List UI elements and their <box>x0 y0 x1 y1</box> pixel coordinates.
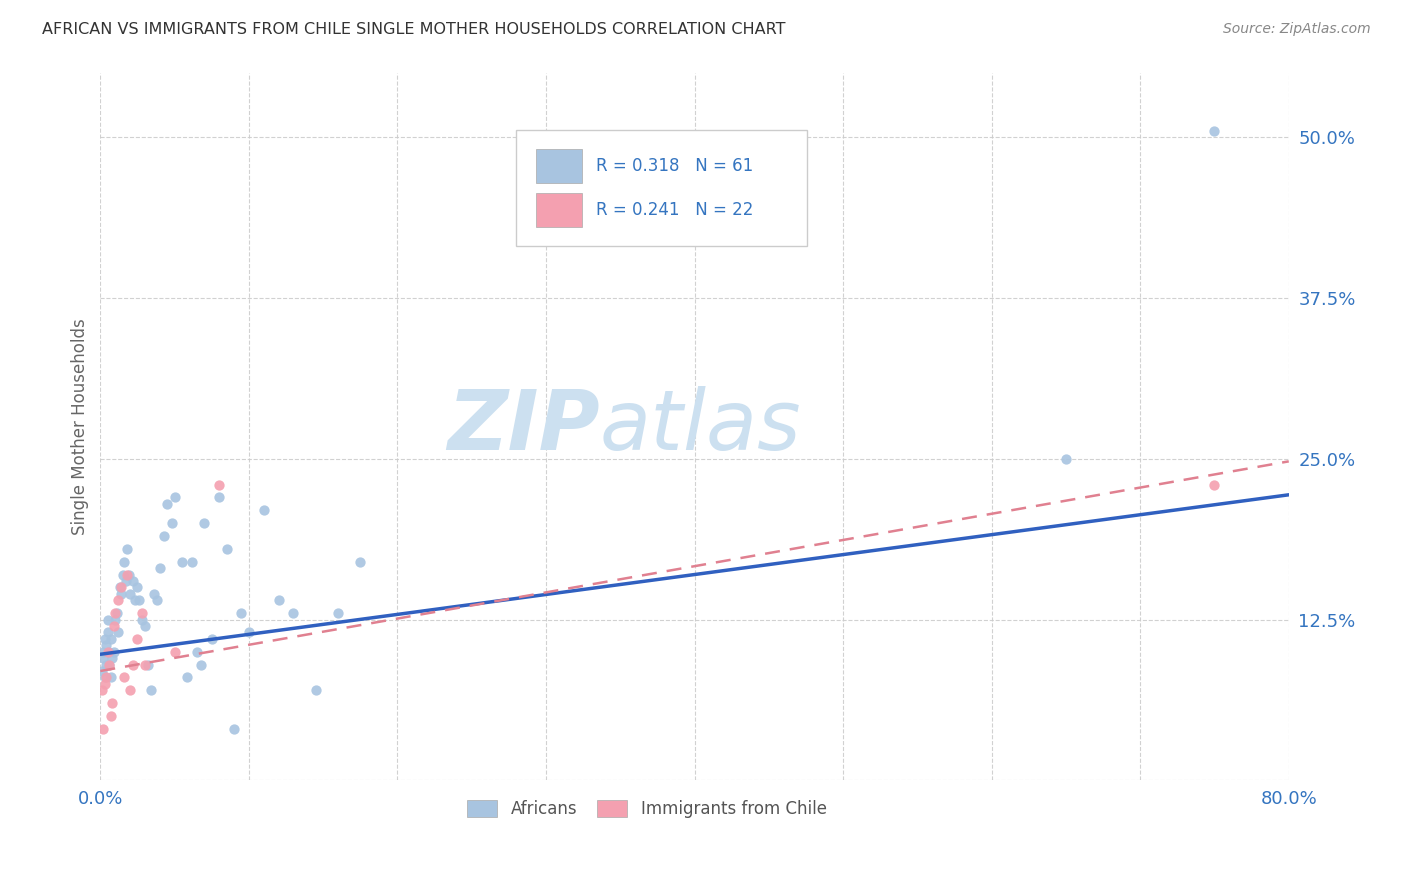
Point <box>1204 124 1226 138</box>
Point <box>176 670 198 684</box>
Point <box>115 567 138 582</box>
Point <box>107 593 129 607</box>
Point <box>181 555 204 569</box>
Point <box>100 670 122 684</box>
Point <box>100 709 122 723</box>
Point <box>122 574 145 588</box>
Point <box>134 657 156 672</box>
FancyBboxPatch shape <box>516 129 807 246</box>
Point <box>190 657 212 672</box>
Point <box>90 683 112 698</box>
Text: R = 0.318   N = 61: R = 0.318 N = 61 <box>596 157 754 175</box>
Point <box>90 664 112 678</box>
Point <box>112 670 135 684</box>
Point <box>98 657 121 672</box>
Point <box>94 670 117 684</box>
Point <box>103 619 125 633</box>
Point <box>127 632 149 646</box>
Point <box>142 587 165 601</box>
Point <box>305 683 328 698</box>
Point <box>111 567 134 582</box>
FancyBboxPatch shape <box>537 149 582 183</box>
Point <box>149 561 172 575</box>
Point <box>104 613 127 627</box>
Point <box>112 555 135 569</box>
Point <box>134 619 156 633</box>
Point <box>349 555 371 569</box>
Point <box>231 606 253 620</box>
Point <box>131 606 153 620</box>
Point <box>97 645 120 659</box>
Point <box>94 677 117 691</box>
Point <box>136 657 159 672</box>
Point <box>115 541 138 556</box>
Point <box>267 593 290 607</box>
Point <box>101 651 124 665</box>
Text: Source: ZipAtlas.com: Source: ZipAtlas.com <box>1223 22 1371 37</box>
Point <box>107 625 129 640</box>
Point <box>108 581 131 595</box>
Point <box>238 625 260 640</box>
Point <box>186 645 208 659</box>
Point <box>97 625 120 640</box>
Point <box>1204 477 1226 491</box>
Point <box>91 722 114 736</box>
Point <box>153 529 176 543</box>
Point <box>160 516 183 530</box>
Point <box>117 567 139 582</box>
Point <box>96 638 118 652</box>
Point <box>170 555 193 569</box>
Point <box>120 587 142 601</box>
Point <box>96 670 118 684</box>
Point <box>97 613 120 627</box>
Point <box>124 593 146 607</box>
Point <box>326 606 349 620</box>
Y-axis label: Single Mother Households: Single Mother Households <box>72 318 89 535</box>
Point <box>91 651 114 665</box>
Point <box>201 632 224 646</box>
Point <box>94 632 117 646</box>
Point <box>253 503 276 517</box>
Text: ZIP: ZIP <box>447 386 599 467</box>
Point <box>208 477 231 491</box>
Point <box>208 491 231 505</box>
Point <box>110 581 132 595</box>
Point <box>127 581 149 595</box>
Point <box>131 613 153 627</box>
Point <box>156 497 179 511</box>
Point <box>105 606 128 620</box>
Point <box>100 632 122 646</box>
Point <box>128 593 150 607</box>
FancyBboxPatch shape <box>537 194 582 227</box>
Text: AFRICAN VS IMMIGRANTS FROM CHILE SINGLE MOTHER HOUSEHOLDS CORRELATION CHART: AFRICAN VS IMMIGRANTS FROM CHILE SINGLE … <box>42 22 786 37</box>
Point <box>222 722 245 736</box>
Point <box>283 606 305 620</box>
Point <box>114 574 136 588</box>
Point <box>96 657 118 672</box>
Point <box>110 587 132 601</box>
Point <box>163 491 186 505</box>
Point <box>98 657 121 672</box>
Point <box>103 645 125 659</box>
Point <box>146 593 169 607</box>
Point <box>98 645 121 659</box>
Point <box>193 516 215 530</box>
Point <box>139 683 162 698</box>
Point <box>122 657 145 672</box>
Point <box>91 645 114 659</box>
Text: atlas: atlas <box>599 386 801 467</box>
Text: R = 0.241   N = 22: R = 0.241 N = 22 <box>596 202 754 219</box>
Legend: Africans, Immigrants from Chile: Africans, Immigrants from Chile <box>461 794 834 825</box>
Point <box>1054 451 1077 466</box>
Point <box>120 683 142 698</box>
Point <box>101 696 124 710</box>
Point <box>163 645 186 659</box>
Point <box>104 606 127 620</box>
Point <box>215 541 238 556</box>
